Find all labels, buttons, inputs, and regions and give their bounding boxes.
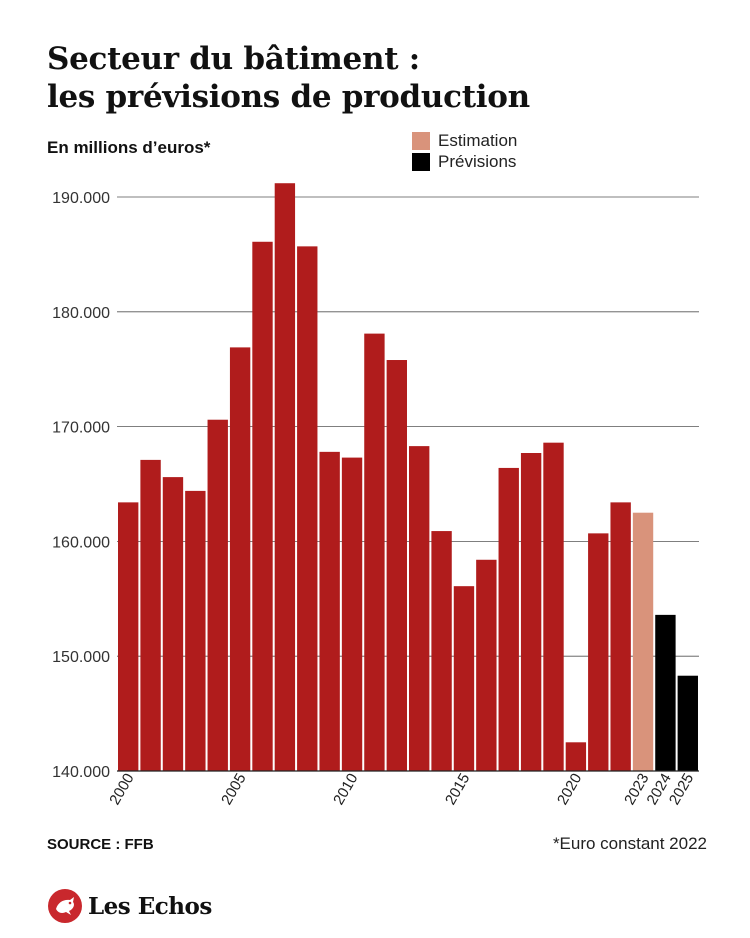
bar-2012 [386, 360, 407, 771]
title-line-1: Secteur du bâtiment : [47, 41, 420, 77]
bar-2022 [610, 502, 631, 771]
y-tick-label: 170.000 [52, 420, 110, 437]
les-echos-rooster-icon [48, 889, 82, 923]
bar-2023 [632, 512, 654, 771]
bar-2010 [341, 457, 363, 771]
bar-2021 [588, 533, 609, 771]
bar-2002 [162, 477, 184, 771]
bar-2001 [140, 459, 161, 771]
bar-2017 [498, 467, 519, 771]
legend-label-estimation: Estimation [438, 130, 518, 150]
brand: Les Echos [47, 888, 212, 924]
bar-2009 [319, 451, 340, 771]
title-line-2: les prévisions de production [47, 79, 530, 115]
bar-2025 [677, 675, 698, 771]
bar-2016 [476, 559, 497, 771]
legend-swatch-previsions [412, 152, 430, 171]
bar-2007 [274, 183, 296, 771]
y-tick-label: 190.000 [52, 190, 110, 207]
x-tick-label-2010: 2010 [330, 771, 361, 808]
legend-item-previsions: Prévisions [412, 151, 517, 172]
chart-title: Secteur du bâtiment : les prévisions de … [47, 40, 707, 116]
y-tick-label: 140.000 [52, 764, 110, 781]
bar-2014 [431, 531, 452, 771]
x-tick-label-2015: 2015 [442, 771, 473, 808]
y-tick-label: 180.000 [52, 305, 110, 322]
brand-name: Les Echos [88, 892, 212, 920]
x-tick-label-2005: 2005 [218, 771, 249, 808]
unit-label: En millions d’euros* [47, 138, 211, 157]
bar-2020 [565, 742, 587, 771]
bar-2011 [364, 333, 385, 771]
bar-2006 [252, 241, 273, 772]
bar-2004 [207, 419, 228, 771]
bar-2003 [185, 490, 206, 771]
bar-2024 [655, 614, 676, 771]
bar-2008 [297, 246, 318, 771]
legend-item-estimation: Estimation [412, 130, 517, 151]
x-tick-label-2020: 2020 [554, 771, 585, 808]
y-tick-label: 150.000 [52, 649, 110, 666]
x-tick-label-2025: 2025 [666, 771, 697, 808]
legend-swatch-estimation [412, 131, 430, 150]
footnote: *Euro constant 2022 [552, 834, 707, 853]
bar-2005 [229, 347, 251, 771]
bar-chart: 140.000 150.000 160.000 170.000 180.000 190.0… [52, 183, 699, 808]
bar-2015 [453, 586, 475, 771]
source-label: SOURCE : FFB [47, 836, 154, 853]
bar-2000 [118, 502, 139, 771]
bar-2018 [520, 453, 542, 771]
legend-label-previsions: Prévisions [438, 151, 517, 171]
bar-2019 [543, 442, 564, 771]
bar-2013 [409, 446, 430, 771]
legend: Estimation Prévisions [412, 130, 517, 172]
x-tick-label-2000: 2000 [106, 771, 137, 808]
y-tick-label: 160.000 [52, 534, 110, 551]
